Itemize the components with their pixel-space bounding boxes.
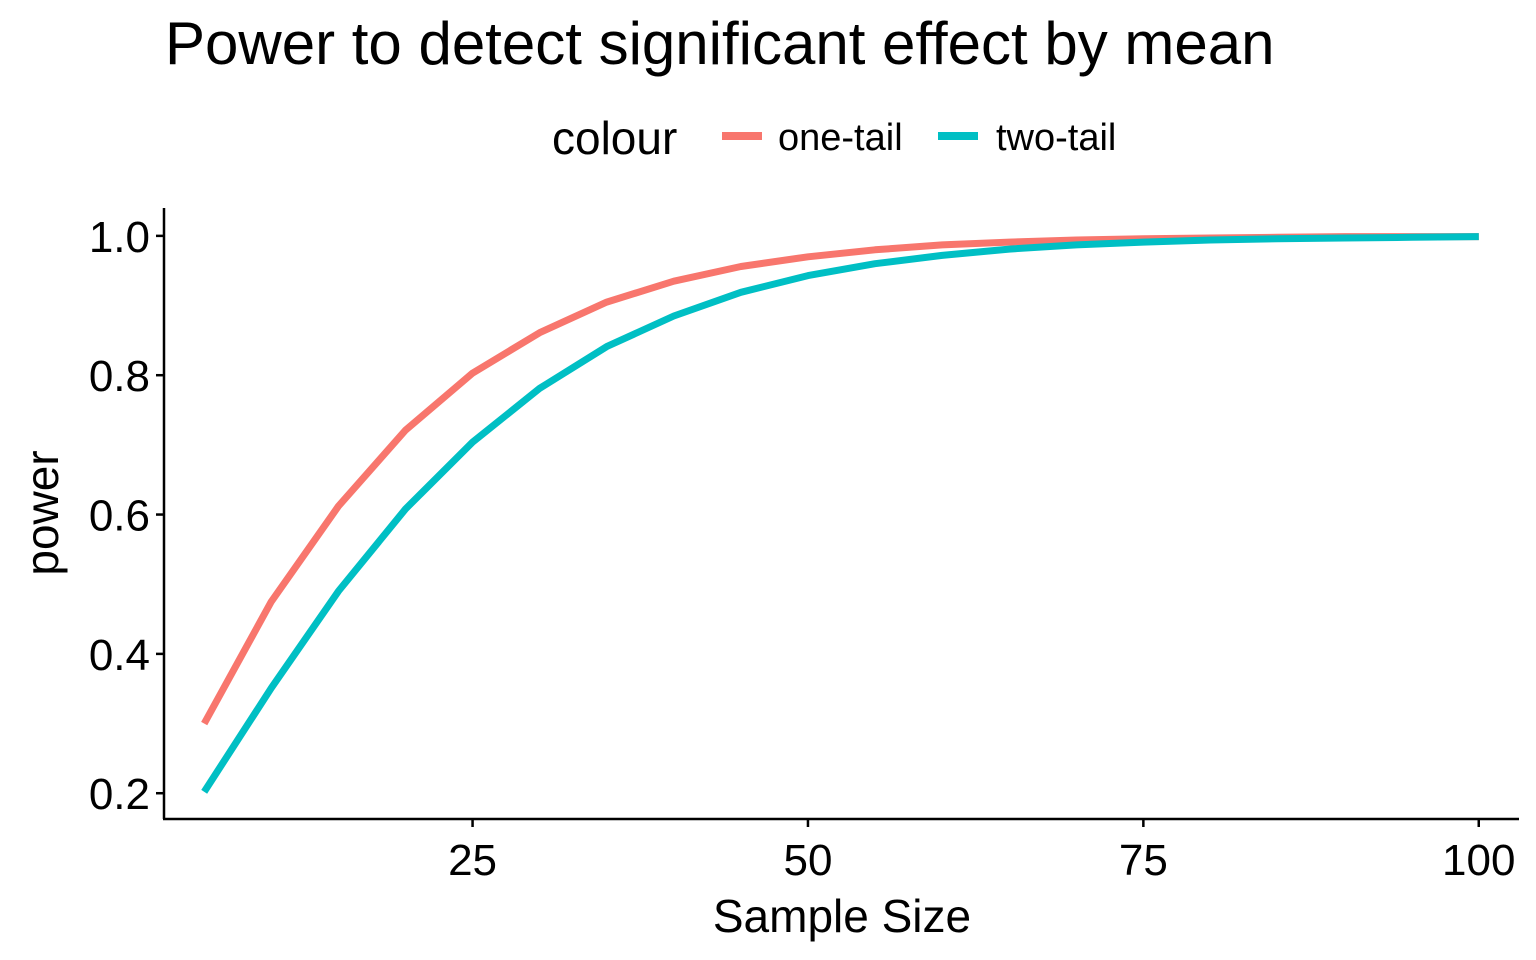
y-axis-ticks: 0.2 0.4 0.6 0.8 1.0 (89, 213, 164, 819)
x-tick-label: 75 (1119, 836, 1168, 885)
x-tick-label: 100 (1442, 836, 1515, 885)
series-line-one-tail (201, 233, 1479, 726)
plot-area: 0.2 0.4 0.6 0.8 1.0 25 50 75 100 (89, 208, 1519, 885)
series-lines (201, 233, 1479, 794)
y-tick-label: 0.8 (89, 352, 150, 401)
y-tick-label: 0.2 (89, 770, 150, 819)
y-tick-label: 0.4 (89, 631, 150, 680)
legend-label-two-tail: two-tail (996, 117, 1116, 159)
legend-label-one-tail: one-tail (778, 117, 903, 159)
y-tick-label: 1.0 (89, 213, 150, 262)
x-tick-label: 25 (448, 836, 497, 885)
legend-title: colour (552, 112, 677, 164)
legend: colour one-tail two-tail (552, 112, 1116, 164)
x-axis-ticks: 25 50 75 100 (448, 819, 1515, 885)
chart-title: Power to detect significant effect by me… (165, 10, 1275, 77)
y-tick-label: 0.6 (89, 492, 150, 541)
x-tick-label: 50 (783, 836, 832, 885)
series-line-two-tail (201, 233, 1479, 794)
y-axis-title: power (16, 450, 68, 575)
x-axis-title: Sample Size (713, 890, 971, 942)
